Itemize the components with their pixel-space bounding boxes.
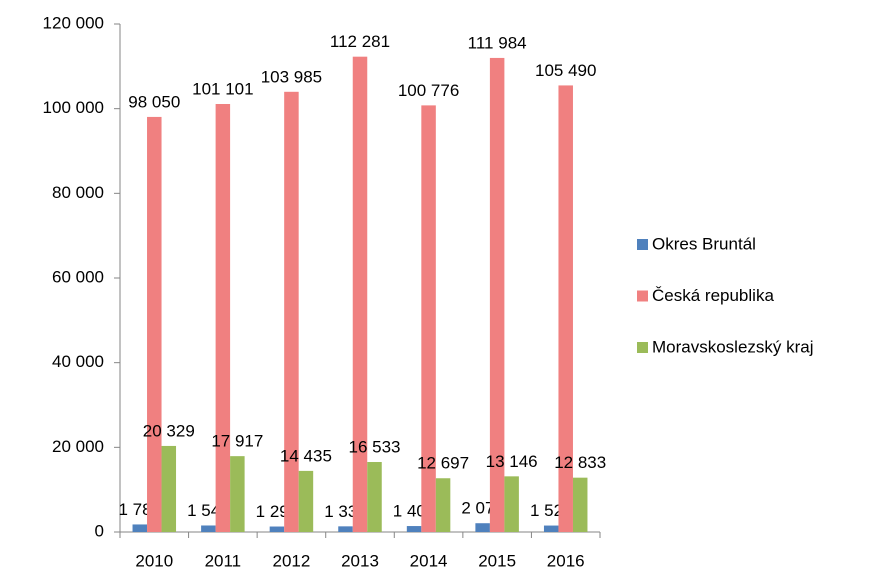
legend-label: Moravskoslezský kraj bbox=[652, 337, 814, 356]
bar bbox=[572, 477, 588, 532]
legend-label: Česká republika bbox=[652, 286, 774, 305]
bar bbox=[132, 524, 148, 532]
data-label: 101 101 bbox=[192, 79, 253, 98]
bar bbox=[489, 57, 505, 533]
y-tick-label: 0 bbox=[95, 521, 104, 540]
bar bbox=[543, 525, 559, 532]
x-tick-label: 2012 bbox=[273, 551, 311, 570]
bar bbox=[421, 105, 436, 533]
bar bbox=[435, 478, 451, 532]
x-tick-label: 2014 bbox=[410, 551, 448, 570]
bar bbox=[215, 104, 231, 532]
bar bbox=[147, 116, 162, 533]
bar bbox=[558, 85, 573, 533]
data-label: 16 533 bbox=[349, 437, 401, 456]
bar bbox=[504, 476, 519, 532]
bar bbox=[367, 462, 382, 532]
data-label: 111 984 bbox=[468, 33, 527, 52]
x-tick-label: 2013 bbox=[341, 551, 379, 570]
bar bbox=[230, 456, 245, 532]
data-label: 17 917 bbox=[211, 432, 263, 451]
x-tick-label: 2011 bbox=[205, 551, 242, 570]
data-label: 105 490 bbox=[535, 61, 596, 80]
x-tick-label: 2015 bbox=[478, 551, 516, 570]
legend-swatch bbox=[637, 342, 648, 353]
data-label: 12 697 bbox=[417, 454, 469, 473]
x-tick-label: 2010 bbox=[135, 551, 173, 570]
bar bbox=[338, 526, 353, 532]
bar bbox=[161, 445, 177, 532]
y-tick-label: 60 000 bbox=[52, 267, 104, 286]
bar bbox=[201, 525, 216, 532]
y-tick-label: 120 000 bbox=[43, 13, 104, 32]
data-label: 13 146 bbox=[486, 452, 538, 471]
data-label: 12 833 bbox=[554, 453, 606, 472]
y-tick-label: 100 000 bbox=[43, 98, 104, 117]
bar bbox=[269, 526, 285, 532]
data-label: 100 776 bbox=[398, 81, 459, 100]
bar bbox=[475, 523, 490, 532]
data-label: 20 329 bbox=[143, 421, 195, 440]
bar bbox=[284, 91, 299, 532]
data-label: 112 281 bbox=[330, 32, 390, 51]
data-label: 103 985 bbox=[261, 67, 322, 86]
bar bbox=[406, 526, 422, 532]
legend-swatch bbox=[637, 239, 648, 250]
data-label: 14 435 bbox=[280, 446, 332, 465]
y-tick-label: 20 000 bbox=[52, 437, 104, 456]
bar bbox=[352, 56, 368, 533]
bar bbox=[298, 470, 314, 532]
y-tick-label: 80 000 bbox=[52, 183, 104, 202]
y-tick-label: 40 000 bbox=[52, 352, 104, 371]
legend-label: Okres Bruntál bbox=[652, 234, 756, 253]
data-label: 98 050 bbox=[128, 92, 180, 111]
x-tick-label: 2016 bbox=[547, 551, 585, 570]
legend-swatch bbox=[637, 290, 648, 302]
